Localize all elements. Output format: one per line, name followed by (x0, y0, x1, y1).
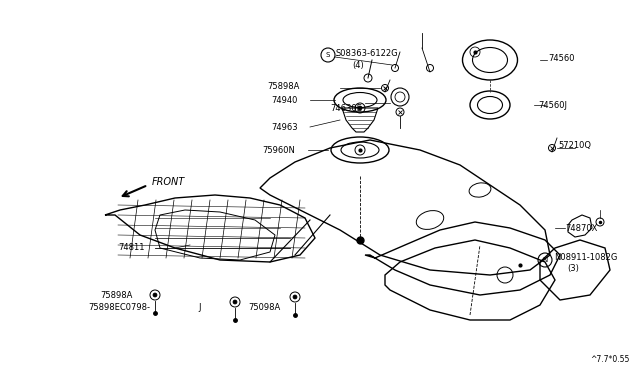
Text: S: S (326, 52, 330, 58)
Text: 74870X: 74870X (565, 224, 597, 232)
Text: J: J (198, 302, 200, 311)
Text: 74963: 74963 (271, 122, 298, 131)
Text: 75960N: 75960N (262, 145, 295, 154)
Text: N08911-1082G: N08911-1082G (554, 253, 618, 262)
Text: (3): (3) (567, 263, 579, 273)
Text: 75898A: 75898A (268, 81, 300, 90)
Circle shape (233, 300, 237, 304)
Text: 75898EC0798-: 75898EC0798- (88, 302, 150, 311)
Text: 74940: 74940 (271, 96, 298, 105)
Text: 74560J: 74560J (538, 100, 567, 109)
Text: ^7.7*0.55: ^7.7*0.55 (590, 356, 629, 365)
Text: 74560: 74560 (548, 54, 575, 62)
Circle shape (293, 295, 297, 299)
Text: 74630E: 74630E (330, 103, 362, 112)
Text: FRONT: FRONT (152, 177, 185, 187)
Text: 75898A: 75898A (100, 292, 132, 301)
Text: 74811: 74811 (118, 244, 145, 253)
Text: 57210Q: 57210Q (558, 141, 591, 150)
Text: (4): (4) (352, 61, 364, 70)
Circle shape (153, 293, 157, 297)
Text: 75098A: 75098A (248, 304, 280, 312)
Circle shape (358, 106, 362, 110)
Text: N: N (542, 257, 548, 263)
Text: S08363-6122G: S08363-6122G (336, 48, 399, 58)
